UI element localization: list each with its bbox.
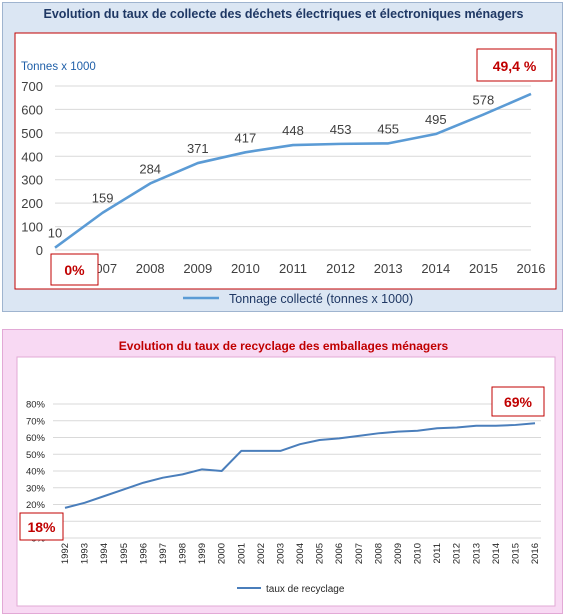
y-tick-label: 0 bbox=[36, 243, 43, 258]
x-tick-label: 2000 bbox=[217, 543, 228, 564]
legend-label: taux de recyclage bbox=[266, 584, 345, 595]
x-tick-label: 2003 bbox=[275, 543, 286, 564]
x-tick-label: 2006 bbox=[334, 543, 345, 564]
chart-recyclage-svg: 0%10%20%30%40%50%60%70%80%19921993199419… bbox=[16, 356, 556, 607]
x-tick-label: 1999 bbox=[197, 543, 208, 564]
series-line-tonnage bbox=[54, 92, 532, 249]
chart-panel-recyclage: Evolution du taux de recyclage des embal… bbox=[2, 329, 563, 614]
annotation-end: 49,4 % bbox=[493, 58, 537, 74]
annotation-end: 69% bbox=[504, 394, 533, 410]
y-tick-label: 100 bbox=[21, 220, 43, 235]
annotation-start-box bbox=[50, 253, 99, 286]
y-tick-label: 50% bbox=[26, 450, 46, 461]
x-tick-label: 2011 bbox=[432, 543, 443, 563]
annotation-start: 18% bbox=[27, 519, 56, 535]
data-label: 448 bbox=[282, 123, 304, 138]
y-tick-label: 60% bbox=[26, 433, 46, 444]
x-tick-label: 2002 bbox=[256, 543, 267, 564]
y-tick-label: 200 bbox=[21, 196, 43, 211]
annotation-start-box bbox=[19, 512, 64, 541]
x-tick-label: 2014 bbox=[491, 543, 502, 564]
x-tick-label: 2007 bbox=[354, 543, 365, 564]
data-label: 455 bbox=[377, 121, 399, 136]
x-tick-label: 2010 bbox=[231, 261, 260, 276]
x-tick-label: 2015 bbox=[510, 543, 521, 564]
chart-title: Evolution du taux de recyclage des embal… bbox=[118, 339, 449, 353]
x-tick-label: 2009 bbox=[393, 543, 404, 564]
series-line-recyclage bbox=[64, 422, 536, 509]
y-tick-label: 500 bbox=[21, 126, 43, 141]
x-tick-label: 2001 bbox=[236, 543, 247, 564]
y-axis-label: Tonnes x 1000 bbox=[21, 61, 96, 73]
x-tick-label: 2012 bbox=[452, 543, 463, 564]
plot-area bbox=[14, 32, 557, 290]
data-label: 284 bbox=[139, 161, 161, 176]
x-tick-label: 2004 bbox=[295, 543, 306, 564]
x-tick-label: 1998 bbox=[178, 543, 189, 564]
x-tick-label: 1996 bbox=[138, 543, 149, 564]
data-label: 578 bbox=[473, 93, 495, 108]
x-tick-label: 2013 bbox=[471, 543, 482, 564]
x-tick-label: 1997 bbox=[158, 543, 169, 564]
x-tick-label: 2015 bbox=[469, 261, 498, 276]
x-tick-label: 2008 bbox=[373, 543, 384, 564]
x-tick-label: 1994 bbox=[99, 543, 110, 564]
x-tick-label: 1993 bbox=[80, 543, 91, 564]
x-tick-label: 1992 bbox=[60, 543, 71, 564]
y-tick-label: 700 bbox=[21, 79, 43, 94]
data-label: 159 bbox=[92, 191, 114, 206]
data-label: 495 bbox=[425, 112, 447, 127]
y-tick-label: 80% bbox=[26, 400, 46, 411]
x-tick-label: 2013 bbox=[374, 261, 403, 276]
x-tick-label: 2012 bbox=[326, 261, 355, 276]
y-tick-label: 70% bbox=[26, 416, 46, 427]
x-tick-label: 2016 bbox=[517, 261, 546, 276]
x-tick-label: 1995 bbox=[119, 543, 130, 564]
x-tick-label: 2014 bbox=[421, 261, 450, 276]
x-tick-label: 2011 bbox=[279, 261, 307, 276]
data-label: 417 bbox=[235, 130, 257, 145]
data-label: 453 bbox=[330, 122, 352, 137]
annotation-end-box bbox=[476, 48, 553, 82]
y-tick-label: 400 bbox=[21, 149, 43, 164]
annotation-end-box bbox=[491, 386, 545, 417]
x-tick-label: 2005 bbox=[315, 543, 326, 564]
y-tick-label: 300 bbox=[21, 173, 43, 188]
data-label: 371 bbox=[187, 141, 209, 156]
plot-area bbox=[16, 356, 556, 607]
y-tick-label: 600 bbox=[21, 102, 43, 117]
legend-label: Tonnage collecté (tonnes x 1000) bbox=[229, 292, 413, 306]
y-tick-label: 20% bbox=[26, 500, 46, 511]
y-tick-label: 40% bbox=[26, 467, 46, 478]
y-tick-label: 30% bbox=[26, 483, 46, 494]
x-tick-label: 2016 bbox=[530, 543, 541, 564]
x-tick-label: 2008 bbox=[136, 261, 165, 276]
chart-title: Evolution du taux de collecte des déchet… bbox=[43, 7, 524, 21]
data-label: 10 bbox=[48, 226, 62, 241]
x-tick-label: 2009 bbox=[183, 261, 212, 276]
annotation-start: 0% bbox=[64, 262, 85, 278]
y-axis-label-box bbox=[16, 55, 104, 77]
x-tick-label: 2010 bbox=[413, 543, 424, 564]
chart-panel-collecte: Evolution du taux de collecte des déchet… bbox=[2, 2, 563, 312]
